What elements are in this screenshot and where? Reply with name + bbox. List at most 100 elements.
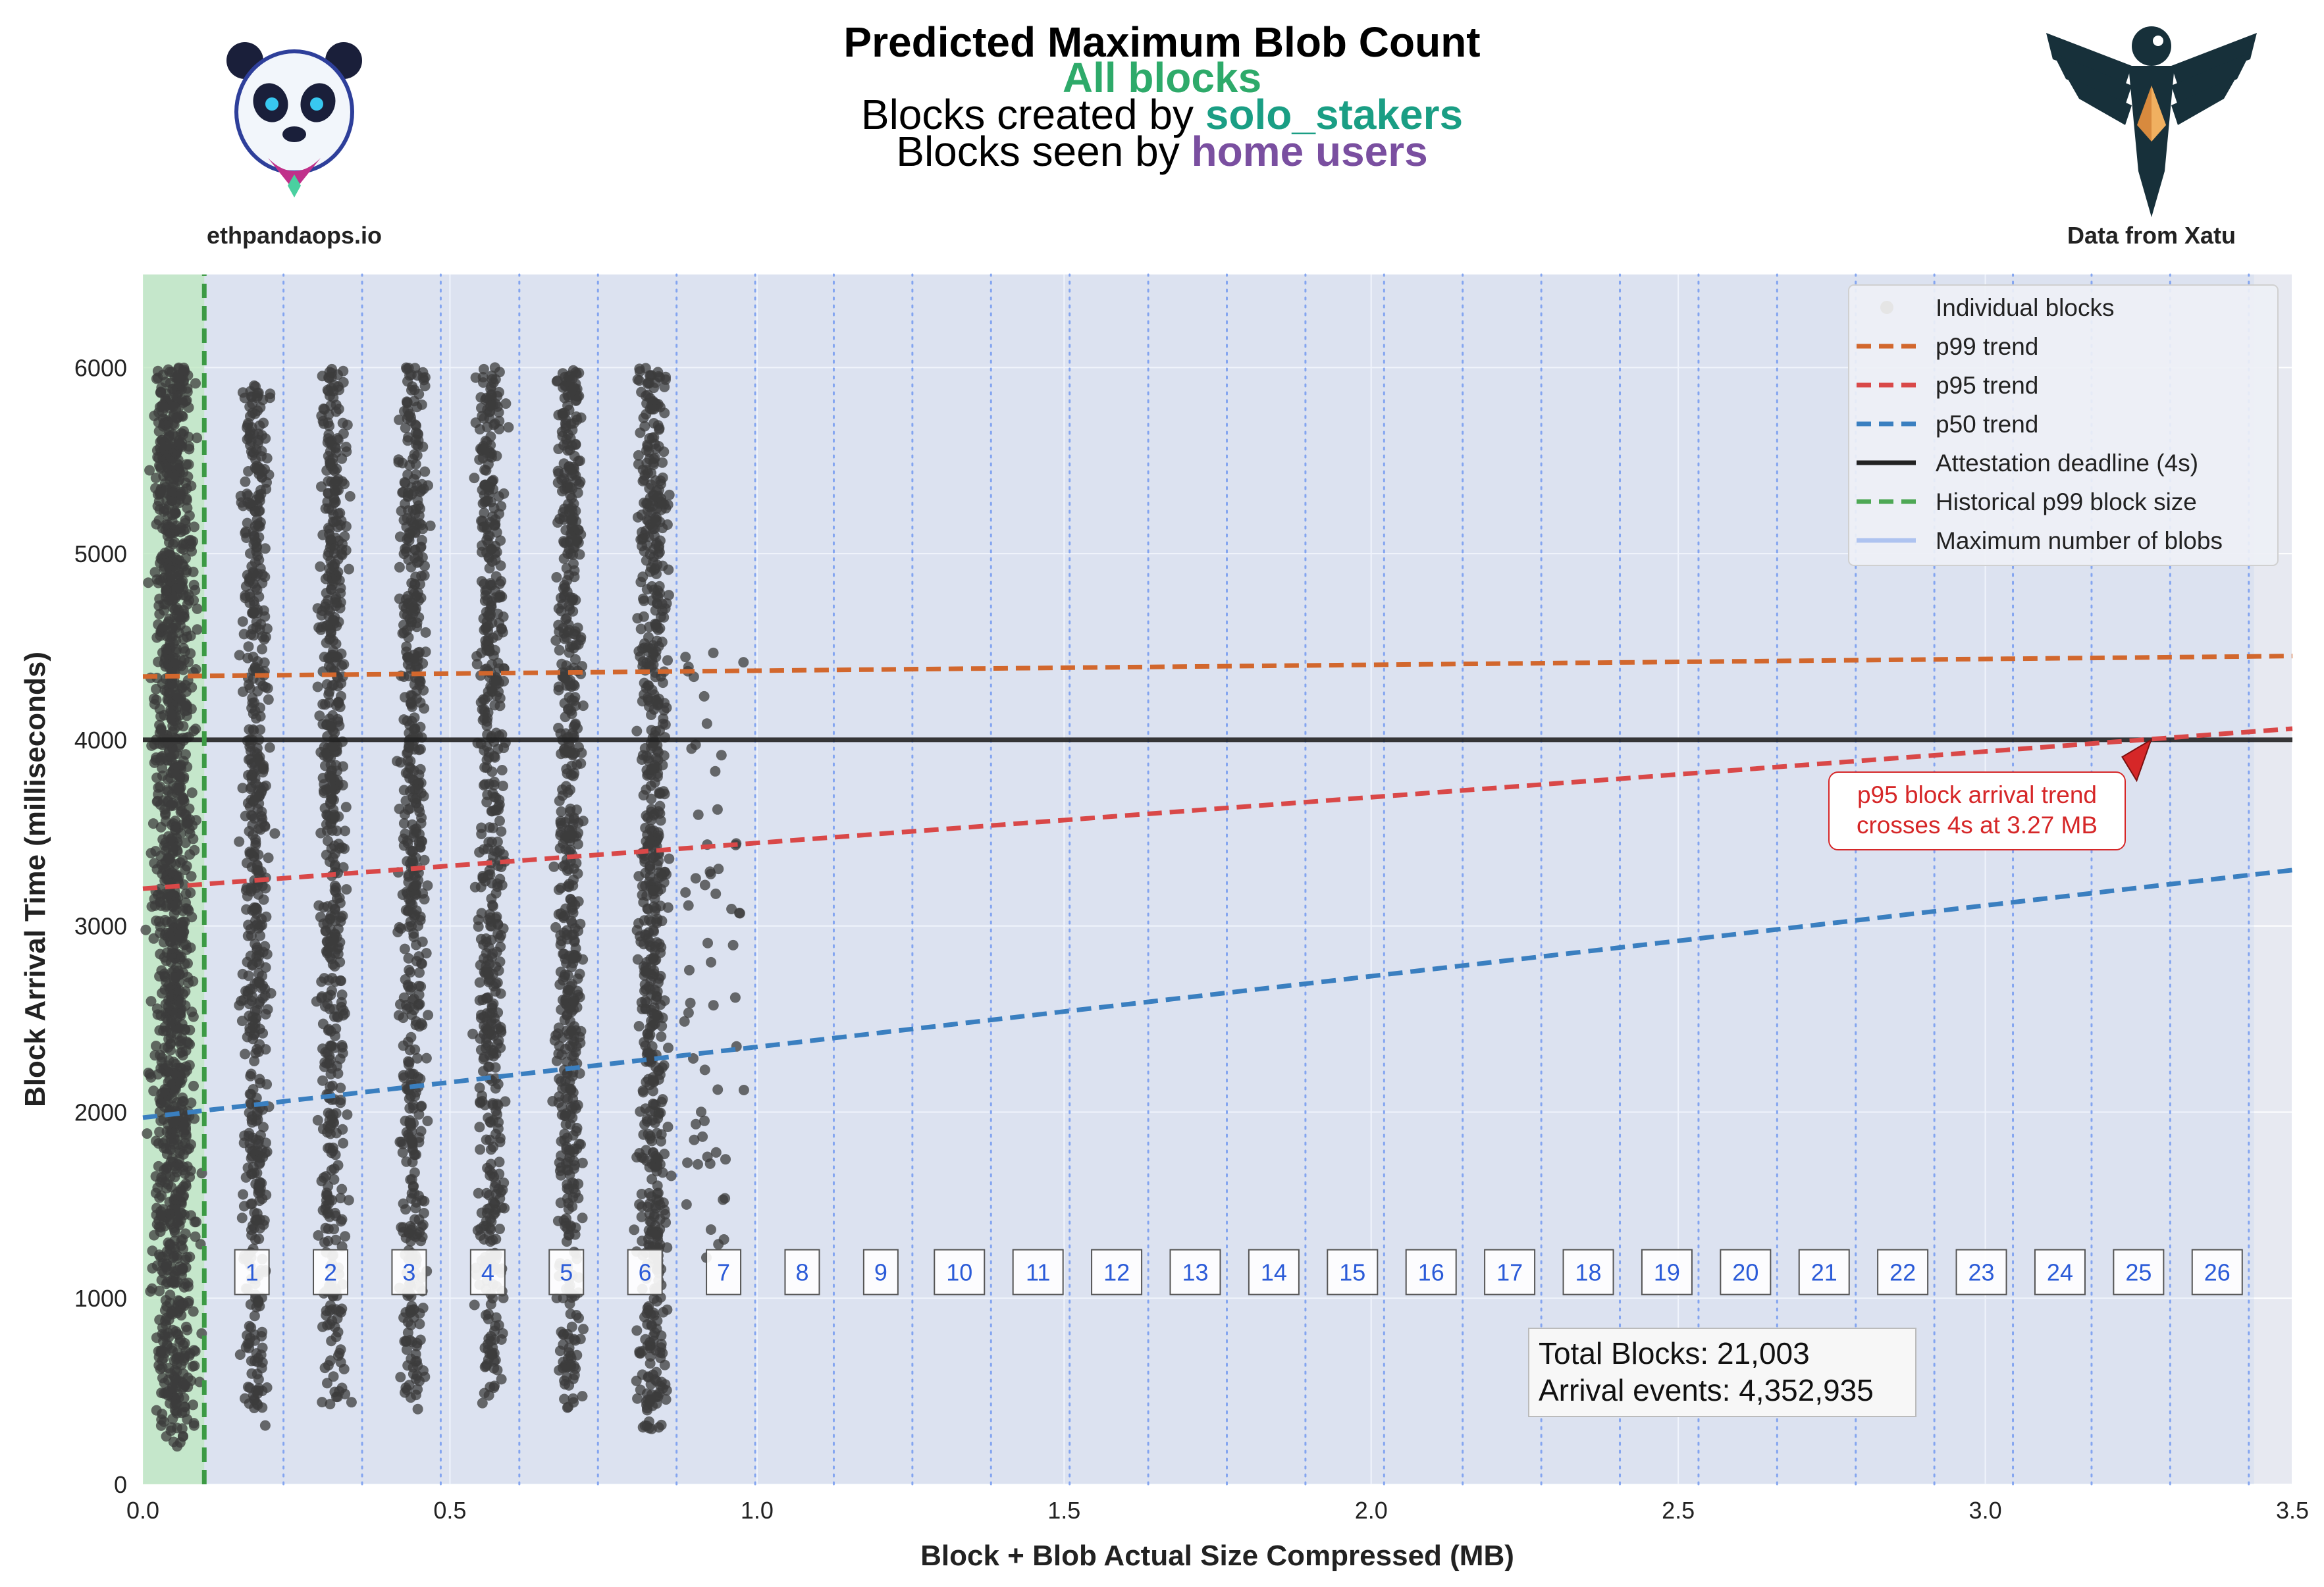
block-point <box>182 958 193 969</box>
block-point <box>404 459 415 471</box>
block-point <box>481 796 492 808</box>
block-point <box>237 783 248 794</box>
block-point <box>259 543 271 554</box>
block-point <box>637 1422 648 1433</box>
block-point <box>411 1338 423 1349</box>
block-point <box>635 1348 646 1359</box>
block-point <box>155 626 167 637</box>
block-point <box>647 403 658 415</box>
block-point <box>334 702 346 712</box>
block-point <box>405 1392 416 1403</box>
block-point <box>161 495 172 506</box>
block-point <box>170 939 181 950</box>
block-point <box>554 795 565 806</box>
block-point <box>234 650 245 661</box>
block-point <box>408 741 419 752</box>
block-point <box>645 864 656 875</box>
block-point <box>165 853 176 864</box>
block-point <box>643 1032 654 1043</box>
block-point <box>410 887 421 898</box>
block-point <box>478 953 489 964</box>
block-point <box>168 902 179 912</box>
block-point <box>631 1375 642 1386</box>
block-point <box>155 1177 166 1187</box>
block-point <box>240 581 251 592</box>
block-point <box>327 1145 338 1157</box>
block-point <box>335 1344 346 1355</box>
block-point <box>262 683 273 694</box>
block-point <box>263 694 274 705</box>
block-point <box>246 770 257 781</box>
block-point <box>565 803 576 814</box>
block-point <box>342 1109 353 1120</box>
block-point <box>637 1236 648 1247</box>
block-point <box>188 1080 199 1091</box>
block-point <box>569 565 580 576</box>
block-point <box>656 1020 668 1031</box>
block-point <box>330 1332 342 1343</box>
block-point <box>246 561 257 572</box>
block-point <box>408 928 419 939</box>
block-point <box>556 1004 567 1015</box>
block-point <box>236 1016 248 1026</box>
block-point <box>167 712 178 723</box>
block-point <box>178 1141 189 1152</box>
block-point <box>405 620 416 631</box>
block-point <box>342 419 353 430</box>
block-point <box>180 749 191 760</box>
block-point <box>155 850 167 862</box>
block-point <box>244 1128 255 1139</box>
block-point <box>182 705 193 716</box>
block-point <box>565 675 576 686</box>
block-point <box>242 652 253 663</box>
block-point <box>255 1186 266 1197</box>
block-point <box>152 373 163 383</box>
block-point <box>249 1311 260 1322</box>
block-point <box>169 1172 180 1183</box>
block-point <box>167 515 178 527</box>
block-point <box>663 1042 673 1053</box>
block-point <box>473 921 484 932</box>
block-point <box>340 1231 351 1242</box>
block-point <box>657 472 668 483</box>
block-point <box>157 834 169 845</box>
block-point <box>570 594 581 606</box>
block-point <box>249 1056 260 1066</box>
block-point <box>569 450 580 461</box>
block-point <box>411 827 422 838</box>
block-point <box>167 1383 178 1394</box>
block-point <box>182 1324 193 1336</box>
block-point <box>481 993 492 1004</box>
block-point <box>646 793 657 804</box>
block-point <box>265 392 276 403</box>
block-point <box>556 1135 567 1147</box>
block-point <box>322 991 333 1002</box>
block-point <box>409 723 421 734</box>
block-point <box>410 504 421 515</box>
block-point <box>648 1076 660 1087</box>
block-point <box>651 1295 662 1307</box>
block-point <box>575 1037 586 1049</box>
block-point <box>552 517 564 528</box>
block-point <box>417 1365 429 1376</box>
block-point <box>489 776 500 787</box>
block-point <box>489 1198 500 1209</box>
block-point <box>639 638 650 649</box>
block-point <box>648 689 660 700</box>
block-point <box>644 1162 655 1173</box>
block-point <box>636 1211 647 1222</box>
block-point <box>168 780 179 791</box>
block-point <box>475 933 487 945</box>
block-point <box>324 714 335 724</box>
block-point <box>178 1149 189 1160</box>
block-point <box>167 538 178 550</box>
block-point <box>646 507 657 518</box>
block-point <box>575 635 586 646</box>
block-point <box>557 486 568 497</box>
block-point <box>246 1153 257 1164</box>
block-point <box>325 1054 336 1066</box>
block-point <box>247 692 258 704</box>
block-point <box>255 1130 266 1141</box>
block-point <box>183 1038 194 1049</box>
block-point <box>157 1052 168 1063</box>
